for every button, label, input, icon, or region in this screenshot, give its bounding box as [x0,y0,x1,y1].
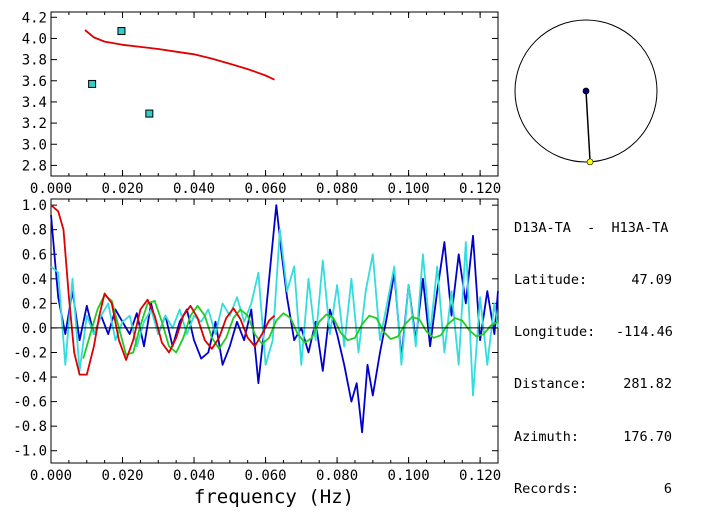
info-label: Records: [514,480,580,497]
x-tick-label: 0.000 [30,468,72,484]
dispersion-frame [50,11,499,177]
y-tick-label: -0.8 [13,419,47,435]
y-tick-label: 3.0 [22,137,47,153]
measured-point [88,79,97,88]
azimuth-diagram [514,19,658,166]
y-tick-label: 3.4 [22,95,47,111]
x-tick-label: 0.060 [244,181,286,197]
y-tick-label: 0.6 [22,247,47,263]
info-value: 176.70 [623,428,672,445]
y-tick-label: -0.2 [13,345,47,361]
info-label: Distance: [514,376,588,393]
info-value: 47.09 [631,272,672,289]
model-green-line [82,293,499,359]
y-tick-label: 0.0 [22,321,47,337]
info-label: Latitude: [514,272,588,289]
model-red-line [50,204,276,376]
dispersion-x-ticks: 0.000 0.020 0.040 0.060 0.080 0.100 0.120 [30,12,501,197]
y-tick-label: -0.4 [13,370,47,386]
model-dispersion-curve [84,29,275,81]
azimuth-circle [514,19,658,163]
x-tick-label: 0.080 [316,468,358,484]
correlation-frame [50,198,499,464]
y-tick-label: 4.2 [22,10,47,26]
x-tick-label: 0.040 [173,181,215,197]
x-tick-label: 0.120 [459,181,501,197]
dispersion-plot-area [84,27,275,118]
info-label: Azimuth: [514,428,580,445]
y-tick-label: 3.8 [22,53,47,69]
info-value: 6 [663,480,672,497]
y-tick-label: 1.0 [22,198,47,214]
azimuth-line [585,90,591,162]
y-tick-label: 0.2 [22,296,47,312]
correlation-x-ticks: 0.000 0.020 0.040 0.060 0.080 0.100 0.120 [30,199,501,484]
info-row-distance: Distance: 281.82 [514,376,672,393]
correlation-plot-area [50,204,499,434]
dispersion-y-ticks: 2.8 3.0 3.2 3.4 3.6 3.8 4.0 4.2 [22,10,498,174]
x-tick-label: 0.020 [101,181,143,197]
info-row-records: Records: 6 [514,481,672,498]
y-tick-label: 0.4 [22,272,47,288]
center-station-dot [582,87,590,95]
x-tick-label: 0.040 [173,468,215,484]
y-tick-label: 0.8 [22,223,47,239]
observed-cyan-line [50,228,499,397]
correlation-y-ticks: 1.0 0.8 0.6 0.4 0.2 0.0 -0.2 -0.4 -0.6 -0.8 -1.0 [13,198,498,460]
dispersion-panel: 2.8 3.0 3.2 3.4 3.6 3.8 4.0 4.2 0.000 0.020 0.040… [22,10,501,197]
x-tick-label: 0.020 [101,468,143,484]
x-tick-label: 0.080 [316,181,358,197]
remote-station-dot [586,158,594,166]
measured-point [117,27,126,36]
x-tick-label: 0.120 [459,468,501,484]
measured-point [145,109,154,118]
x-tick-label: 0.100 [388,468,430,484]
info-value: 281.82 [623,376,672,393]
info-row-latitude: Latitude: 47.09 [514,272,672,289]
info-row-longitude: Longitude: -114.46 [514,324,673,341]
y-tick-label: 3.2 [22,116,47,132]
y-tick-label: 3.6 [22,74,47,90]
correlation-panel: 1.0 0.8 0.6 0.4 0.2 0.0 -0.2 -0.4 -0.6 -0.8 -1.0 0… [13,198,501,508]
x-tick-label: 0.060 [244,468,286,484]
x-tick-label: 0.100 [388,181,430,197]
info-row-azimuth: Azimuth: 176.70 [514,429,672,446]
station-pair-title: D13A-TA - H13A-TA [514,219,669,236]
x-axis-title: frequency (Hz) [194,486,354,508]
info-value: -114.46 [616,324,673,341]
y-tick-label: -0.6 [13,395,47,411]
station-info-panel: D13A-TA - H13A-TA Latitude: 47.09 Longitu… [514,185,673,516]
y-tick-label: 4.0 [22,31,47,47]
y-tick-label: -1.0 [13,444,47,460]
x-tick-label: 0.000 [30,181,72,197]
y-tick-label: 2.8 [22,158,47,174]
info-label: Longitude: [514,324,596,341]
